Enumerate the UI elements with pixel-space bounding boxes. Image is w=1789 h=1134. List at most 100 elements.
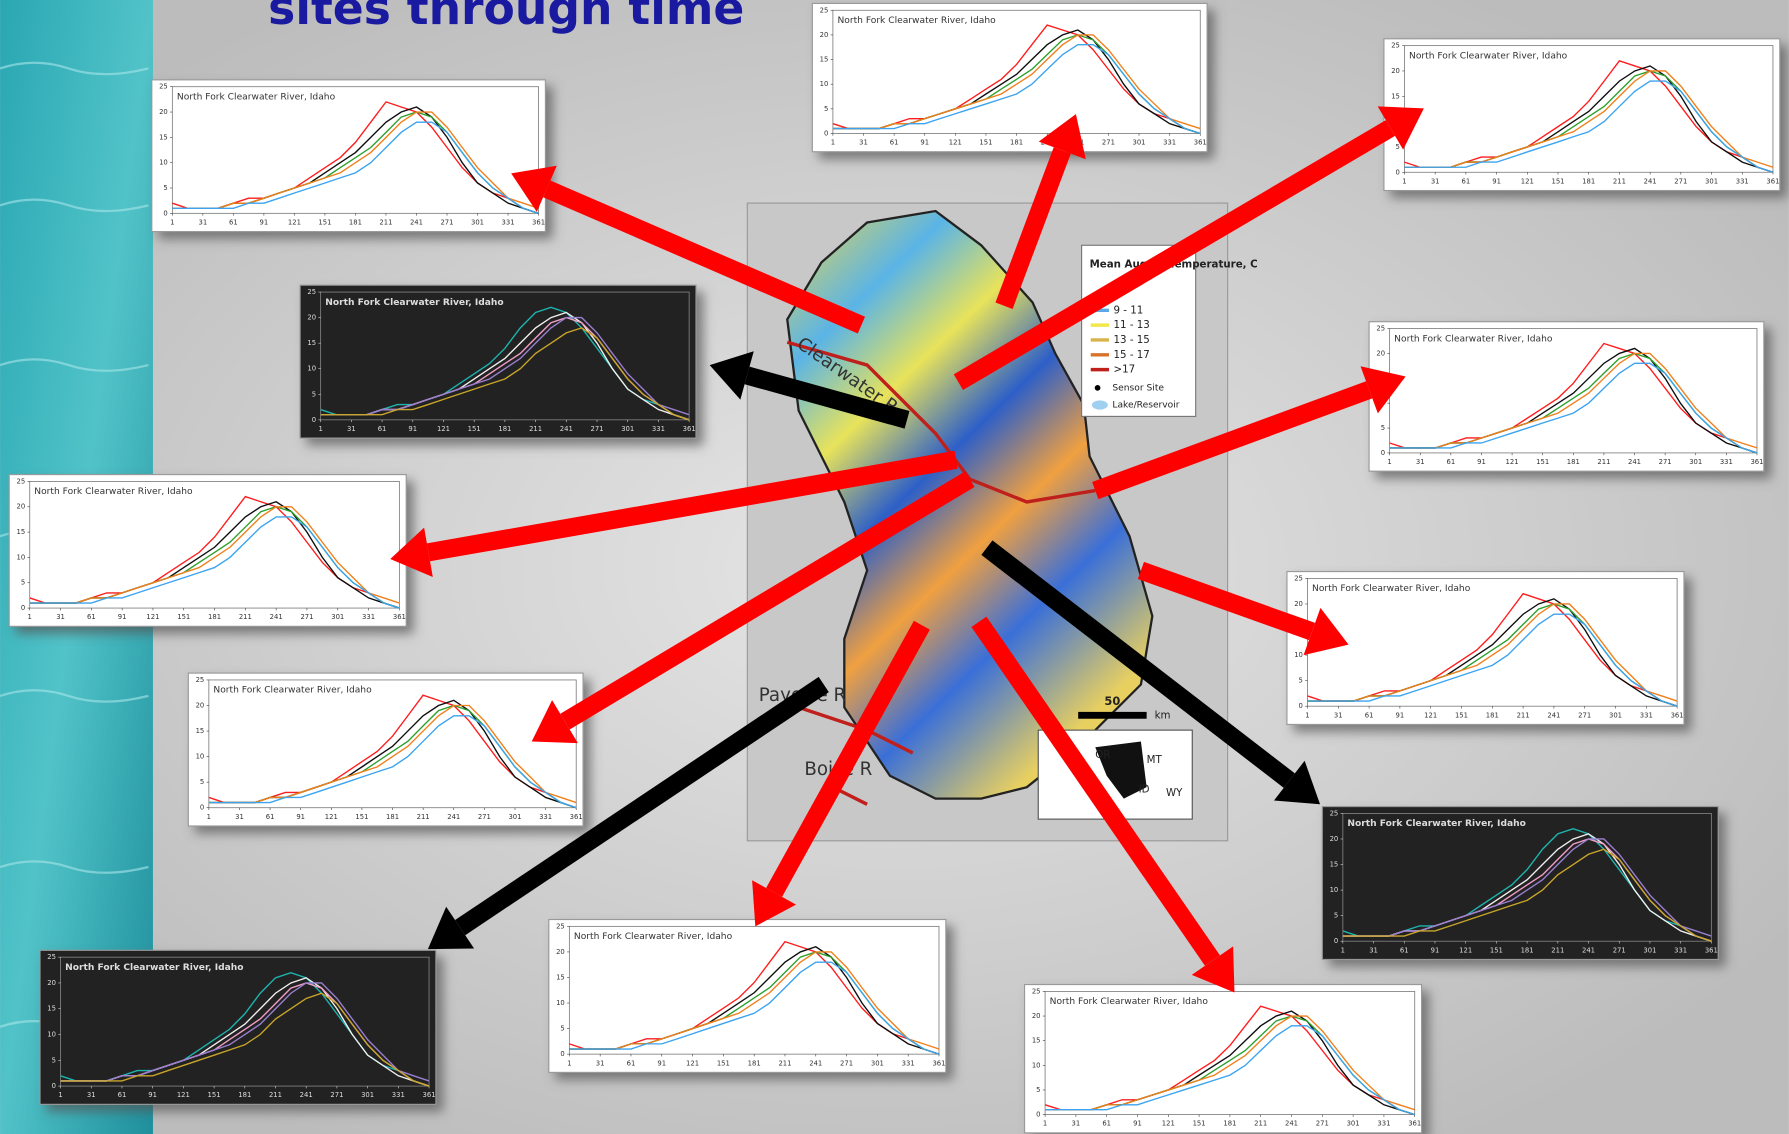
y-tick-label: 15 (47, 1005, 56, 1013)
chart-panel: North Fork Clearwater River, Idaho051015… (1287, 572, 1684, 725)
y-tick-label: 15 (556, 973, 565, 981)
y-tick-label: 15 (820, 56, 829, 64)
chart-title: North Fork Clearwater River, Idaho (1394, 334, 1553, 344)
y-tick-label: 20 (47, 979, 56, 987)
x-tick-label: 181 (1521, 946, 1534, 954)
y-tick-label: 0 (1381, 449, 1385, 457)
x-tick-label: 271 (1674, 177, 1687, 185)
y-tick-label: 20 (1032, 1012, 1041, 1020)
slide-title: sites through time (268, 0, 744, 35)
x-tick-label: 271 (440, 218, 453, 226)
y-tick-label: 15 (159, 133, 168, 141)
x-tick-label: 91 (118, 613, 127, 621)
x-tick-label: 271 (1659, 458, 1672, 466)
chart-title: North Fork Clearwater River, Idaho (1312, 584, 1471, 594)
x-tick-label: 331 (1640, 711, 1653, 719)
x-tick-label: 211 (778, 1059, 791, 1067)
y-tick-label: 5 (560, 1025, 564, 1033)
x-tick-label: 121 (1424, 711, 1437, 719)
x-tick-label: 211 (1597, 458, 1610, 466)
chart-panel: North Fork Clearwater River, Idaho051015… (1025, 985, 1422, 1133)
x-tick-label: 301 (1643, 946, 1656, 954)
x-tick-label: 271 (478, 813, 491, 821)
x-tick-label: 1 (58, 1091, 62, 1099)
x-tick-label: 61 (378, 425, 387, 433)
x-tick-label: 91 (296, 813, 305, 821)
x-tick-label: 331 (392, 1091, 405, 1099)
chart-title: North Fork Clearwater River, Idaho (177, 92, 336, 102)
y-tick-label: 15 (307, 339, 316, 347)
x-tick-label: 1 (1305, 711, 1309, 719)
x-tick-label: 271 (1613, 946, 1626, 954)
y-tick-label: 0 (1036, 1111, 1040, 1119)
x-tick-label: 151 (1193, 1120, 1206, 1128)
y-tick-label: 25 (1032, 987, 1041, 995)
x-tick-label: 91 (260, 218, 269, 226)
y-tick-label: 5 (163, 184, 167, 192)
x-tick-label: 91 (920, 139, 929, 147)
x-tick-label: 181 (1223, 1120, 1236, 1128)
state-label: MT (1147, 754, 1163, 766)
x-tick-label: 211 (1613, 177, 1626, 185)
chart-title: North Fork Clearwater River, Idaho (65, 963, 243, 973)
x-tick-label: 211 (1517, 711, 1530, 719)
x-tick-label: 301 (1609, 711, 1622, 719)
x-tick-label: 211 (379, 218, 392, 226)
x-tick-label: 301 (1132, 139, 1145, 147)
x-tick-label: 61 (1102, 1120, 1111, 1128)
x-tick-label: 271 (840, 1059, 853, 1067)
chart-panel: North Fork Clearwater River, Idaho051015… (1369, 322, 1764, 471)
x-tick-label: 361 (1671, 711, 1684, 719)
x-tick-label: 1 (1402, 177, 1406, 185)
y-tick-label: 5 (21, 579, 25, 587)
x-tick-label: 301 (1689, 458, 1702, 466)
chart-title: North Fork Clearwater River, Idaho (1409, 51, 1568, 61)
x-tick-label: 211 (269, 1091, 282, 1099)
slide: sites through time Clearwater R Payette … (0, 0, 1789, 1134)
x-tick-label: 331 (902, 1059, 915, 1067)
x-tick-label: 31 (859, 139, 868, 147)
legend-label: >17 (1114, 364, 1136, 376)
y-tick-label: 5 (52, 1056, 56, 1064)
x-tick-label: 121 (437, 425, 450, 433)
scale-unit: km (1155, 709, 1171, 721)
chart-panel: North Fork Clearwater River, Idaho051015… (1322, 807, 1718, 960)
x-tick-label: 181 (1486, 711, 1499, 719)
y-tick-label: 20 (1391, 67, 1400, 75)
x-tick-label: 361 (1194, 139, 1207, 147)
x-tick-label: 241 (1628, 458, 1641, 466)
x-tick-label: 91 (1477, 458, 1486, 466)
x-tick-label: 361 (932, 1059, 945, 1067)
x-tick-label: 181 (498, 425, 511, 433)
x-tick-label: 241 (1644, 177, 1657, 185)
y-tick-label: 25 (159, 83, 168, 91)
x-tick-label: 61 (890, 139, 899, 147)
y-tick-label: 20 (556, 948, 565, 956)
x-tick-label: 361 (570, 813, 583, 821)
x-tick-label: 61 (627, 1059, 636, 1067)
scale-value: 50 (1104, 694, 1120, 708)
x-tick-label: 331 (1674, 946, 1687, 954)
x-tick-label: 301 (621, 425, 634, 433)
y-tick-label: 25 (556, 922, 565, 930)
page: sites through time Clearwater R Payette … (0, 0, 1789, 1134)
y-tick-label: 10 (159, 159, 168, 167)
x-tick-label: 241 (270, 613, 283, 621)
x-tick-label: 331 (502, 218, 515, 226)
x-tick-label: 61 (87, 613, 96, 621)
y-tick-label: 5 (1396, 143, 1400, 151)
x-tick-label: 331 (362, 613, 375, 621)
y-tick-label: 5 (1334, 912, 1338, 920)
y-tick-label: 10 (196, 753, 205, 761)
x-tick-label: 151 (1490, 946, 1503, 954)
x-tick-label: 61 (229, 218, 238, 226)
x-tick-label: 181 (1582, 177, 1595, 185)
x-tick-label: 121 (686, 1059, 699, 1067)
chart-panel: North Fork Clearwater River, Idaho051015… (152, 80, 546, 232)
x-tick-label: 241 (809, 1059, 822, 1067)
x-tick-label: 121 (177, 1091, 190, 1099)
x-tick-label: 361 (532, 218, 545, 226)
x-tick-label: 91 (1133, 1120, 1142, 1128)
x-tick-label: 211 (239, 613, 252, 621)
x-tick-label: 181 (386, 813, 399, 821)
